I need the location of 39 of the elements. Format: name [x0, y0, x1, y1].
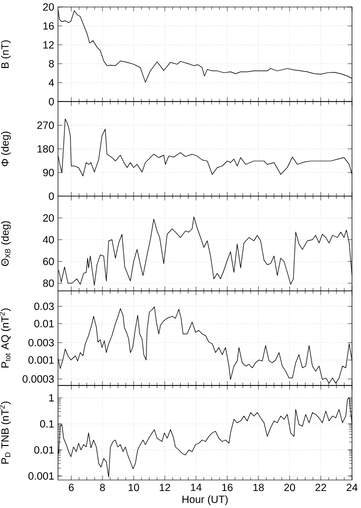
x-axis-title: Hour (UT)	[182, 495, 228, 506]
y-axis-title: Φ (deg)	[1, 132, 11, 166]
y-axis-title: P$_{tot}$ AQ (nT$^{2}$)	[0, 308, 11, 368]
x-tick-label: 20	[284, 484, 296, 492]
y-tick-label: 0.001	[28, 472, 54, 480]
y-axis-title: P$_{D}$ TNB (nT$^{2}$)	[0, 402, 11, 464]
y-tick-label: 16	[43, 22, 54, 30]
y-tick-label: 180	[38, 145, 54, 153]
y-tick-label: 0.1	[40, 420, 54, 428]
x-tick-label: 22	[316, 484, 326, 492]
x-tick-label: 12	[160, 484, 170, 492]
x-tick-label: 8	[100, 484, 105, 492]
y-tick-label: 1	[49, 394, 54, 402]
y-tick-label: 0.003	[28, 338, 54, 346]
y-tick-label: 0.0003	[22, 375, 54, 383]
y-tick-label: 0.01	[34, 446, 54, 454]
y-tick-label: 12	[43, 41, 54, 49]
x-tick-label: 16	[222, 484, 233, 492]
y-tick-label: 0.03	[34, 302, 54, 310]
y-tick-label: 60	[43, 258, 54, 266]
y-tick-label: 20	[43, 214, 54, 222]
y-tick-label: 0	[48, 98, 54, 106]
x-tick-label: 6	[68, 484, 74, 492]
y-tick-label: 0	[48, 192, 54, 200]
y-tick-label: 20	[43, 3, 54, 11]
y-tick-label: 40	[42, 236, 54, 244]
y-tick-label: 0.01	[34, 320, 54, 328]
x-tick-label: 10	[128, 484, 140, 492]
y-tick-label: 80	[43, 279, 54, 287]
x-tick-label: 24	[346, 484, 358, 492]
x-tick-label: 14	[190, 484, 202, 491]
y-axis-title: B (nT)	[1, 40, 11, 68]
x-tick-label: 18	[253, 484, 264, 492]
y-tick-label: 0.001	[28, 356, 54, 364]
y-axis-title: Θ$_{XB}$ (deg)	[1, 221, 11, 266]
y-tick-label: 8	[48, 60, 54, 68]
y-tick-label: 4	[48, 79, 54, 86]
y-tick-label: 270	[37, 122, 54, 129]
y-tick-label: 90	[43, 168, 54, 176]
